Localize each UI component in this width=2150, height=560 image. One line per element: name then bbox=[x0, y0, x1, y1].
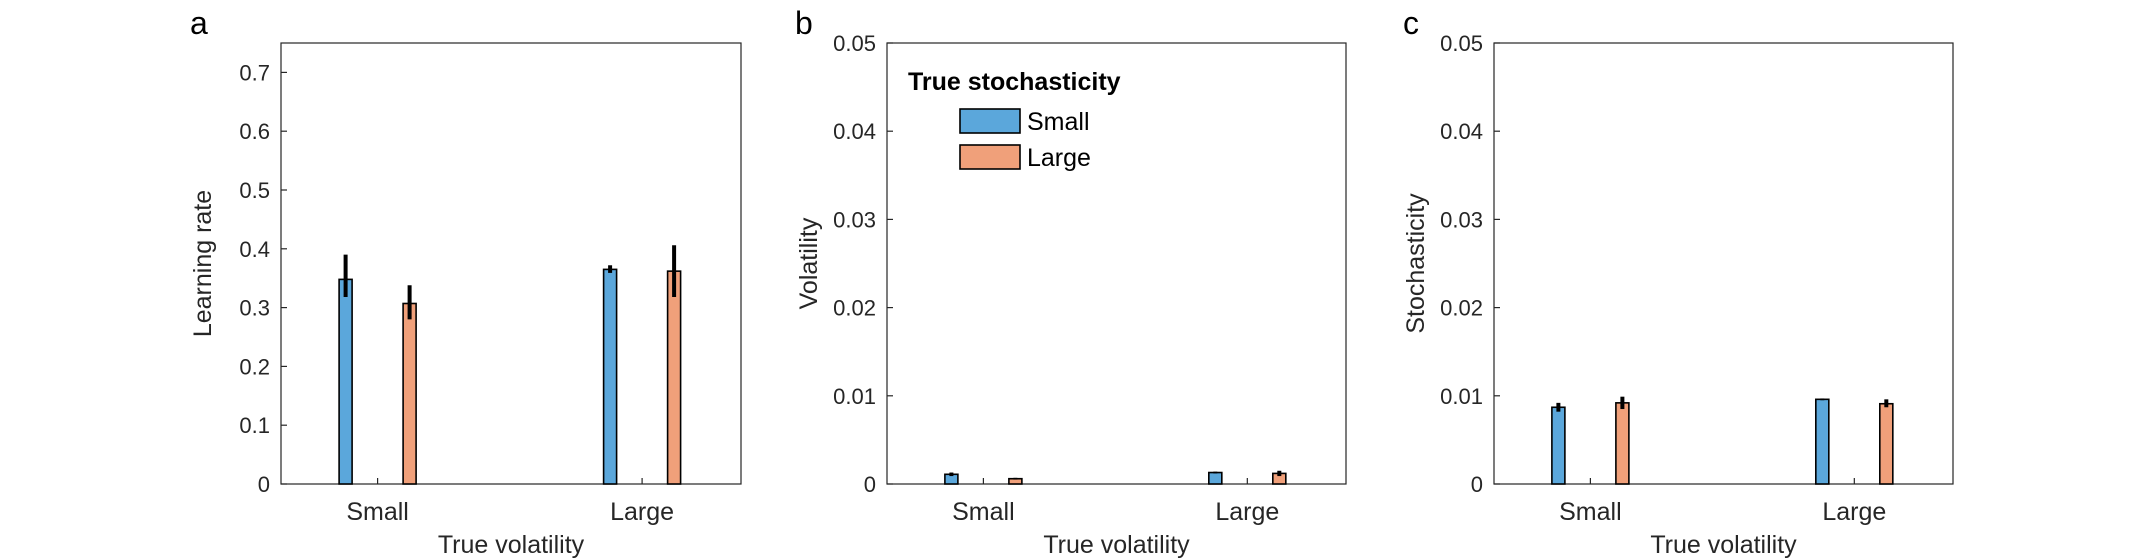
y-tick-label: 0.01 bbox=[1440, 384, 1483, 409]
y-tick-label: 0.02 bbox=[833, 296, 876, 321]
panel-letter: b bbox=[795, 5, 813, 41]
y-axis-label: Volatility bbox=[795, 217, 823, 309]
y-tick-label: 0.04 bbox=[1440, 119, 1483, 144]
bar-small bbox=[1208, 471, 1223, 485]
legend-label: Large bbox=[1027, 144, 1091, 172]
plot-frame bbox=[886, 42, 1347, 485]
legend-swatch-small bbox=[959, 108, 1021, 134]
bar-large bbox=[1615, 402, 1630, 485]
panel-letter: a bbox=[190, 5, 208, 41]
y-tick-label: 0.6 bbox=[239, 119, 270, 144]
bar-small bbox=[1551, 406, 1566, 485]
bar-small bbox=[1815, 398, 1830, 485]
panel-c: 0 0.01 0.02 0.03 0.04 0.05 Small Large True vola… bbox=[1402, 5, 1954, 559]
y-tick-label: 0.02 bbox=[1440, 296, 1483, 321]
legend-title: True stochasticity bbox=[908, 68, 1121, 96]
x-axis-label: True volatility bbox=[1650, 531, 1797, 559]
bar-large bbox=[1879, 402, 1894, 485]
x-tick-label: Small bbox=[1559, 498, 1622, 526]
legend-label: Small bbox=[1027, 108, 1090, 136]
y-tick-label: 0.2 bbox=[239, 354, 270, 379]
plot-frame bbox=[280, 42, 742, 485]
bar-small bbox=[602, 268, 618, 485]
y-tick-label: 0.04 bbox=[833, 119, 876, 144]
panel-a: 0 0.1 0.2 0.3 0.4 0.5 0.6 0.7 Small Large True vol… bbox=[189, 5, 742, 559]
y-tick-label: 0.5 bbox=[239, 178, 270, 203]
legend-swatch-large bbox=[959, 144, 1021, 170]
x-axis-label: True volatility bbox=[438, 531, 585, 559]
panel-letter: c bbox=[1403, 5, 1419, 41]
legend: True stochasticity Small Large bbox=[908, 68, 1121, 172]
y-tick-label: 0.03 bbox=[1440, 207, 1483, 232]
bar-small bbox=[338, 278, 353, 485]
y-tick-label: 0.4 bbox=[239, 237, 270, 262]
y-tick-label: 0.1 bbox=[239, 413, 270, 438]
plot-frame bbox=[1493, 42, 1954, 485]
x-axis-label: True volatility bbox=[1043, 531, 1190, 559]
y-tick-label: 0.3 bbox=[239, 296, 270, 321]
y-axis-label: Learning rate bbox=[189, 190, 217, 337]
y-tick-label: 0.01 bbox=[833, 384, 876, 409]
x-tick-label: Small bbox=[952, 498, 1015, 526]
y-tick-label: 0.05 bbox=[1440, 31, 1483, 56]
y-tick-label: 0 bbox=[864, 472, 876, 497]
bar-large bbox=[402, 302, 417, 485]
y-tick-label: 0 bbox=[1471, 472, 1483, 497]
x-tick-label: Small bbox=[346, 498, 409, 526]
y-axis-label: Stochasticity bbox=[1402, 193, 1430, 334]
y-tick-label: 0.03 bbox=[833, 207, 876, 232]
y-tick-label: 0 bbox=[258, 472, 270, 497]
bar-large bbox=[666, 270, 682, 485]
y-tick-label: 0.7 bbox=[239, 60, 270, 85]
x-tick-label: Large bbox=[1215, 498, 1279, 526]
x-tick-label: Large bbox=[1822, 498, 1886, 526]
panel-b: 0 0.01 0.02 0.03 0.04 0.05 Small Large True vola… bbox=[795, 5, 1347, 559]
y-tick-label: 0.05 bbox=[833, 31, 876, 56]
x-tick-label: Large bbox=[610, 498, 674, 526]
